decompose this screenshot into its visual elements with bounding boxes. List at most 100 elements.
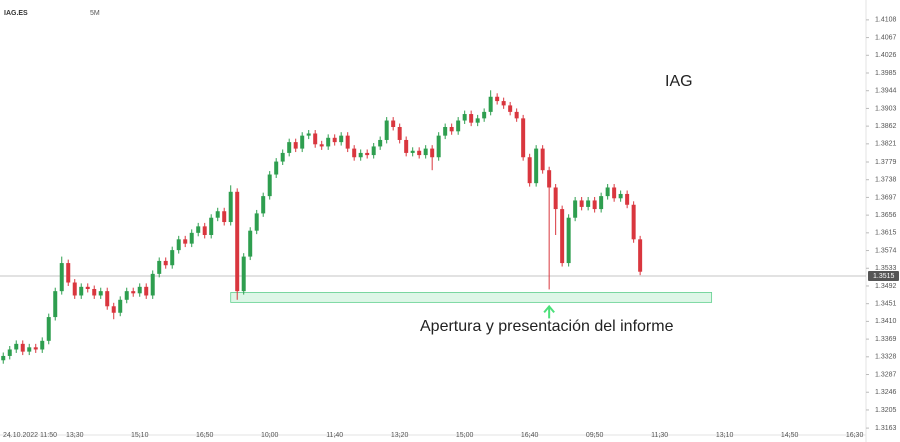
y-tick-label: 1.3451 [875,301,897,308]
candle-body [274,161,279,175]
candle-body [586,200,591,207]
candle-body [222,211,227,223]
candle-body [306,133,311,136]
candle-body [66,263,71,283]
last-price-box [868,271,899,282]
candle-body [53,291,58,318]
candle-body [449,127,454,132]
candle-body [33,347,38,350]
candle-body [40,340,45,350]
candle-body [391,120,396,128]
x-tick-label: 10:00 [261,432,279,439]
candle-body [59,263,64,292]
candle-body [592,200,597,210]
candle-body [261,196,266,214]
candle-body [638,239,643,272]
candle-body [319,144,324,147]
x-tick-label: 16:30 [846,432,864,439]
candle-body [241,256,246,292]
candle-body [384,120,389,140]
x-tick-label: 13:10 [716,432,734,439]
candle-body [573,200,578,218]
candle-body [7,349,12,356]
x-tick-label: 14:50 [781,432,799,439]
candle-body [534,148,539,184]
chart-title: IAG [665,73,693,90]
candle-body [235,191,240,292]
y-tick-label: 1.4108 [875,17,897,24]
annotation-text: Apertura y presentación del informe [420,318,674,335]
candle-body [378,139,383,147]
candle-body [98,291,103,296]
candle-body [475,118,480,123]
candle-body [625,193,630,205]
candle-body [527,157,532,184]
y-tick-label: 1.3903 [875,105,897,112]
candle-body [92,288,97,296]
annotation-arrowhead [543,304,555,314]
candle-body [72,282,77,296]
symbol[interactable]: IAG.ES [4,10,28,17]
candle-body [332,137,337,143]
y-tick-label: 1.3738 [875,177,897,184]
candle-body [462,114,467,121]
candle-body [612,187,617,199]
x-tick-label: 13:20 [391,432,409,439]
candle-body [144,286,149,296]
x-tick-label: 15:00 [456,432,474,439]
y-tick-label: 1.3287 [875,371,897,378]
candle-body [183,239,188,244]
candle-body [85,286,90,289]
x-tick-label: 11:40 [326,432,343,439]
candle-body [157,260,162,274]
candle-body [287,142,292,153]
y-tick-label: 1.3615 [875,230,897,237]
candle-body [553,187,558,210]
candle-body [339,135,344,143]
y-tick-label: 1.3821 [875,141,897,148]
candle-body [482,111,487,119]
candle-body [540,148,545,171]
candle-body [397,127,402,140]
candle-body [547,170,552,188]
candle-body [163,260,168,266]
candle-body [313,133,318,145]
candle-body [27,347,32,352]
candle-body [293,142,298,149]
candle-body [209,217,214,235]
last-price-label: 1.3515 [873,273,895,280]
candle-body [508,105,513,112]
candle-body [254,213,259,231]
interval[interactable]: 5M [90,10,100,17]
candle-body [352,148,357,158]
candle-body [111,306,116,313]
candle-body [443,127,448,136]
y-tick-label: 1.3656 [875,212,897,219]
y-tick-label: 1.3205 [875,407,897,414]
candle-body [371,146,376,156]
y-tick-label: 1.3862 [875,123,897,130]
candle-body [105,291,110,307]
candle-body [345,135,350,149]
candle-body [176,239,181,251]
candle-body [599,196,604,210]
candle-body [202,226,207,235]
candle-body [124,291,129,300]
candle-body [605,187,610,197]
x-tick-label: 15:10 [131,432,149,439]
candle-body [170,250,175,266]
y-tick-label: 1.3410 [875,318,897,325]
candle-body [215,211,220,218]
y-tick-label: 1.3163 [875,425,897,432]
candle-body [326,137,331,147]
y-tick-label: 1.4026 [875,52,897,59]
candle-body [566,217,571,264]
candle-body [456,120,461,132]
y-tick-label: 1.3574 [875,247,897,254]
candle-body [118,299,123,313]
y-tick-label: 1.3492 [875,283,897,290]
candle-body [469,114,474,123]
candle-body [137,286,142,294]
candle-body [521,118,526,158]
